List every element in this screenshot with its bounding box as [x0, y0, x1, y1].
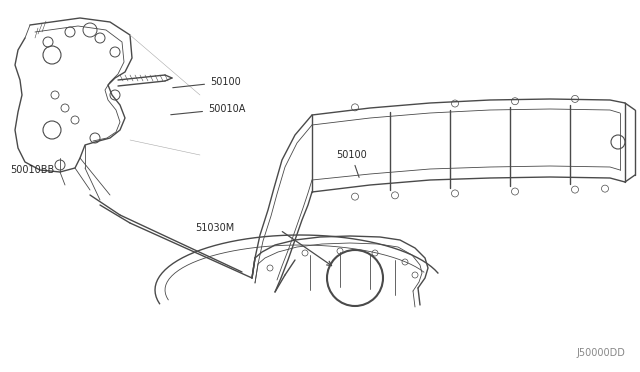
- Text: 50100: 50100: [336, 150, 367, 177]
- Text: 50100: 50100: [173, 77, 241, 88]
- Text: 50010A: 50010A: [171, 104, 245, 115]
- Text: 50010BB: 50010BB: [10, 165, 54, 175]
- Text: J50000DD: J50000DD: [576, 348, 625, 358]
- Text: 51030M: 51030M: [195, 223, 234, 233]
